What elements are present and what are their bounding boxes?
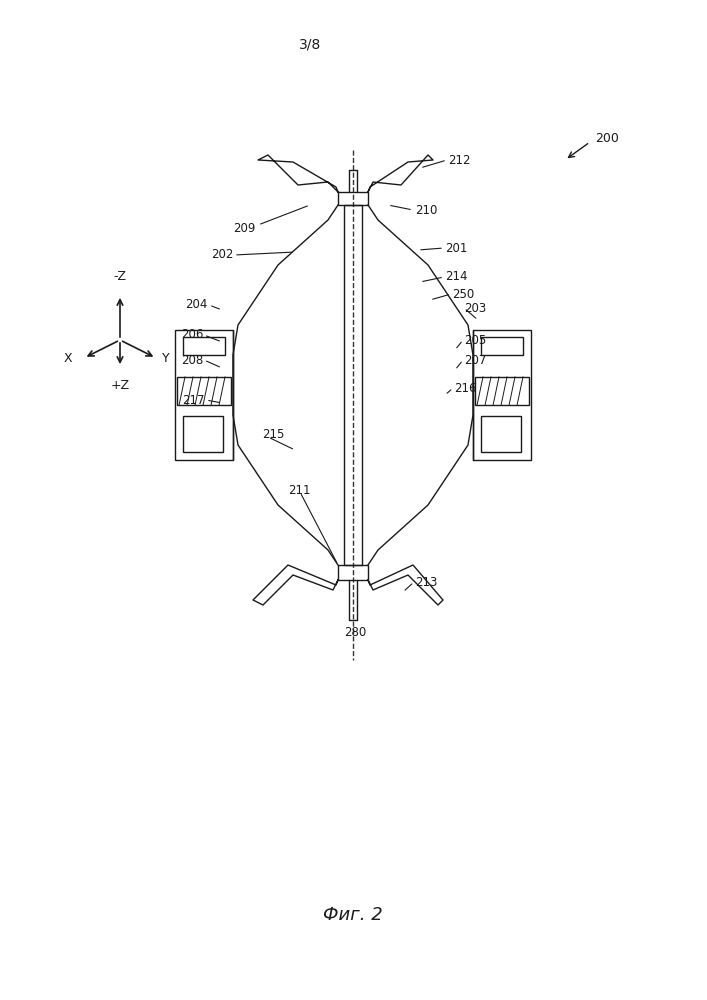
Text: 214: 214 xyxy=(445,270,467,284)
Text: 209: 209 xyxy=(233,222,255,234)
Text: +Z: +Z xyxy=(110,379,129,392)
Bar xyxy=(475,377,529,405)
Text: 201: 201 xyxy=(445,241,467,254)
Text: 212: 212 xyxy=(448,153,470,166)
Text: 206: 206 xyxy=(180,328,203,342)
Bar xyxy=(473,330,531,460)
Text: 215: 215 xyxy=(262,428,284,442)
Bar xyxy=(481,337,523,355)
Text: 208: 208 xyxy=(181,354,203,366)
Text: 213: 213 xyxy=(415,576,438,588)
Text: Фиг. 2: Фиг. 2 xyxy=(323,906,383,924)
Bar xyxy=(344,205,362,565)
Text: 200: 200 xyxy=(595,131,619,144)
Bar xyxy=(481,416,521,452)
Text: 217: 217 xyxy=(182,393,205,406)
Text: Y: Y xyxy=(162,352,170,364)
Text: 3/8: 3/8 xyxy=(299,38,321,52)
Text: 207: 207 xyxy=(464,354,486,366)
Bar xyxy=(177,377,231,405)
Text: 211: 211 xyxy=(288,484,310,496)
Text: 280: 280 xyxy=(344,626,366,639)
Text: X: X xyxy=(64,352,72,364)
Bar xyxy=(338,565,368,580)
Text: 202: 202 xyxy=(211,248,233,261)
Bar xyxy=(338,192,368,205)
Text: 210: 210 xyxy=(415,204,438,217)
Text: -Z: -Z xyxy=(114,270,127,283)
Text: 204: 204 xyxy=(186,298,208,312)
Bar xyxy=(183,337,225,355)
Bar xyxy=(183,416,223,452)
Text: 205: 205 xyxy=(464,334,486,347)
Text: 216: 216 xyxy=(454,381,477,394)
Text: 203: 203 xyxy=(464,302,486,314)
Bar xyxy=(175,330,233,460)
Text: 250: 250 xyxy=(452,288,474,300)
